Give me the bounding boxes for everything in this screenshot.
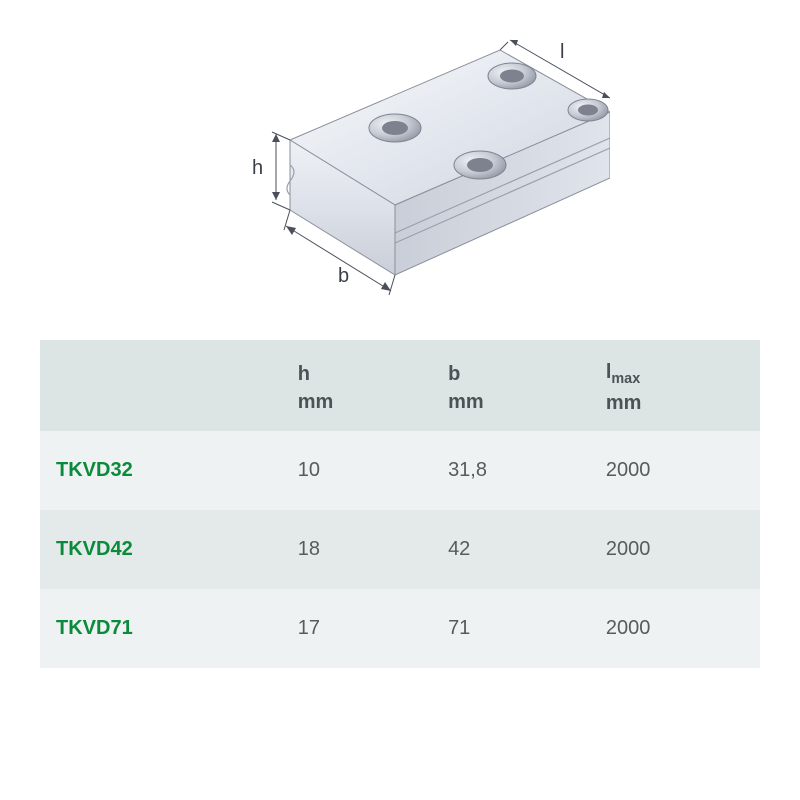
value-cell: 2000	[590, 510, 760, 589]
value-cell: 2000	[590, 431, 760, 510]
table-row: TKVD32 10 31,8 2000	[40, 431, 760, 510]
value-cell: 71	[432, 589, 590, 668]
table-row: TKVD42 18 42 2000	[40, 510, 760, 589]
col-header-h: h mm	[282, 340, 432, 431]
col-header-lmax: lmax mm	[590, 340, 760, 431]
value-cell: 31,8	[432, 431, 590, 510]
table-body: TKVD32 10 31,8 2000 TKVD42 18 42 2000 TK…	[40, 431, 760, 668]
specifications-table: h mm b mm lmax mm TKVD32 10 31,8 2000 TK…	[40, 340, 760, 668]
value-cell: 42	[432, 510, 590, 589]
table-row: TKVD71 17 71 2000	[40, 589, 760, 668]
technical-diagram-container: l h b	[40, 20, 760, 320]
model-cell: TKVD42	[40, 510, 282, 589]
col-header-model	[40, 340, 282, 431]
value-cell: 17	[282, 589, 432, 668]
value-cell: 2000	[590, 589, 760, 668]
dim-label-b: b	[338, 265, 349, 287]
rail-diagram: l h b	[190, 20, 610, 320]
table-header-row: h mm b mm lmax mm	[40, 340, 760, 431]
value-cell: 10	[282, 431, 432, 510]
value-cell: 18	[282, 510, 432, 589]
col-header-b: b mm	[432, 340, 590, 431]
dim-label-l: l	[560, 41, 564, 63]
dimension-h	[272, 132, 290, 210]
model-cell: TKVD32	[40, 431, 282, 510]
model-cell: TKVD71	[40, 589, 282, 668]
dim-label-h: h	[252, 157, 263, 179]
